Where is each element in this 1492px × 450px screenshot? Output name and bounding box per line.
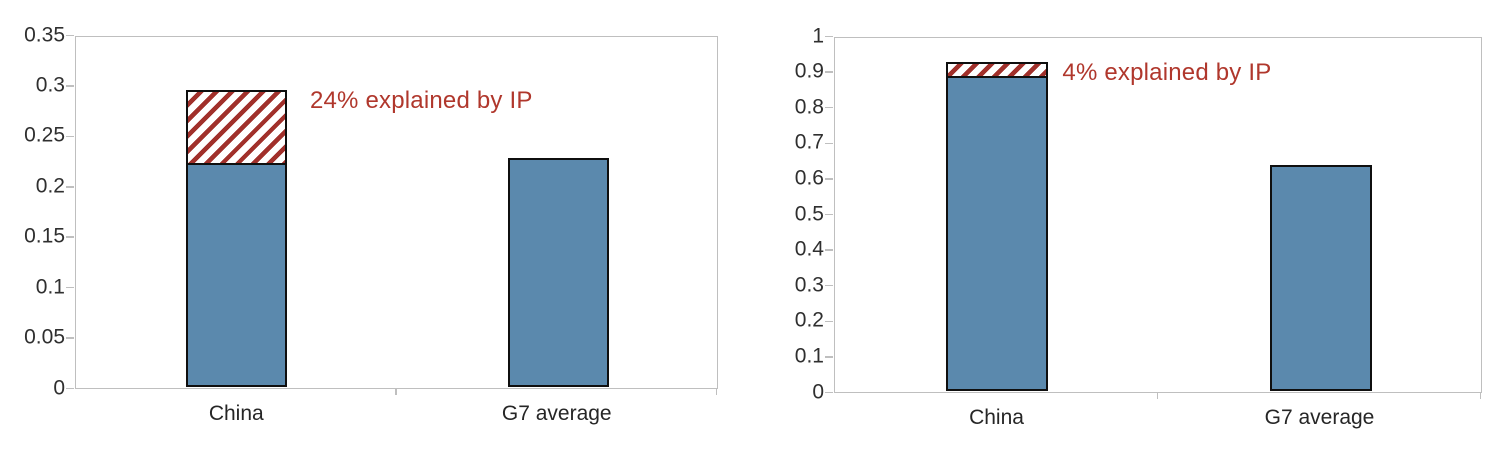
- y-axis-tick-mark: [66, 34, 74, 37]
- y-axis-tick-label: 0.35: [24, 23, 65, 47]
- y-axis-tick-mark: [825, 142, 833, 145]
- plot-area-left: 0 0.05 0.1 0.15 0.2 0.25 0.3 0.35 China G7 averag…: [24, 23, 718, 425]
- y-axis-tick-mark: [66, 286, 74, 289]
- y-axis-tick-label: 0.1: [794, 344, 824, 368]
- y-axis-tick-label: 0.3: [794, 273, 824, 297]
- x-category-label-china: China: [208, 402, 264, 425]
- y-axis-tick-label: 0: [812, 380, 824, 404]
- bar-china-base: [946, 75, 1048, 391]
- chart-panel-left: 0 0.05 0.1 0.15 0.2 0.25 0.3 0.35 China G7 averag…: [24, 23, 718, 425]
- annotation-explained-by-ip: 24% explained by IP: [309, 86, 533, 114]
- y-axis-tick-label: 0.15: [24, 224, 65, 248]
- y-axis-tick-label: 0.2: [35, 174, 65, 198]
- y-axis-tick-mark: [825, 391, 833, 394]
- y-axis-tick-mark: [66, 236, 74, 238]
- bar-china-ip-hatch: [946, 61, 1048, 79]
- bar-china-ip-hatch: [186, 90, 288, 165]
- y-axis-tick-label: 0.6: [794, 166, 824, 190]
- x-axis-tick-mark: [1479, 392, 1481, 399]
- y-axis-tick-label: 0.4: [794, 237, 824, 261]
- x-category-label-g7-average: G7 average: [501, 402, 612, 425]
- x-axis-tick-mark: [395, 388, 397, 395]
- y-axis-tick-label: 0.3: [35, 73, 65, 97]
- y-axis-tick-label: 0: [53, 376, 65, 400]
- bar-g7-average-base: [1270, 164, 1372, 391]
- y-axis-tick-mark: [66, 135, 74, 138]
- y-axis-tick-label: 0.1: [35, 275, 65, 299]
- y-axis-tick-mark: [825, 213, 833, 216]
- y-axis-tick-label: 0.05: [24, 325, 65, 349]
- bar-china-base: [186, 162, 288, 387]
- y-axis-tick-mark: [825, 249, 833, 251]
- annotation-explained-by-ip: 4% explained by IP: [1062, 58, 1272, 86]
- y-axis-tick-label: 1: [812, 24, 824, 48]
- chart-panel-right: 0 0.1 0.2 0.3 0.4 0.5 0.6 0.7 0.8 0.9 1 China G7 ave…: [746, 0, 1492, 450]
- x-axis-tick-mark: [1156, 392, 1158, 399]
- y-axis-tick-mark: [66, 85, 74, 87]
- y-axis-tick-label: 0.25: [24, 123, 65, 147]
- x-axis-tick-mark: [715, 388, 717, 395]
- y-axis-tick-label: 0.5: [794, 202, 824, 226]
- y-axis-tick-label: 0.2: [794, 308, 824, 332]
- y-axis-tick-mark: [825, 320, 833, 323]
- y-axis-tick-label: 0.7: [794, 130, 824, 154]
- y-axis-tick-label: 0.8: [794, 95, 824, 119]
- x-category-label-china: China: [969, 406, 1024, 429]
- y-axis-tick-label: 0.9: [794, 59, 824, 83]
- y-axis-tick-mark: [66, 186, 74, 188]
- y-axis-tick-mark: [825, 284, 833, 287]
- y-axis-tick-mark: [66, 337, 74, 339]
- plot-area-right: 0 0.1 0.2 0.3 0.4 0.5 0.6 0.7 0.8 0.9 1 China G7 ave…: [795, 24, 1482, 429]
- y-axis-tick-mark: [825, 178, 833, 180]
- x-category-label-g7-average: G7 average: [1264, 406, 1375, 429]
- y-axis-tick-mark: [825, 356, 833, 358]
- y-axis-tick-mark: [825, 106, 833, 109]
- bar-g7-average-base: [507, 158, 609, 387]
- y-axis-tick-mark: [66, 387, 74, 390]
- y-axis-tick-mark: [825, 71, 833, 73]
- y-axis-tick-mark: [825, 35, 833, 38]
